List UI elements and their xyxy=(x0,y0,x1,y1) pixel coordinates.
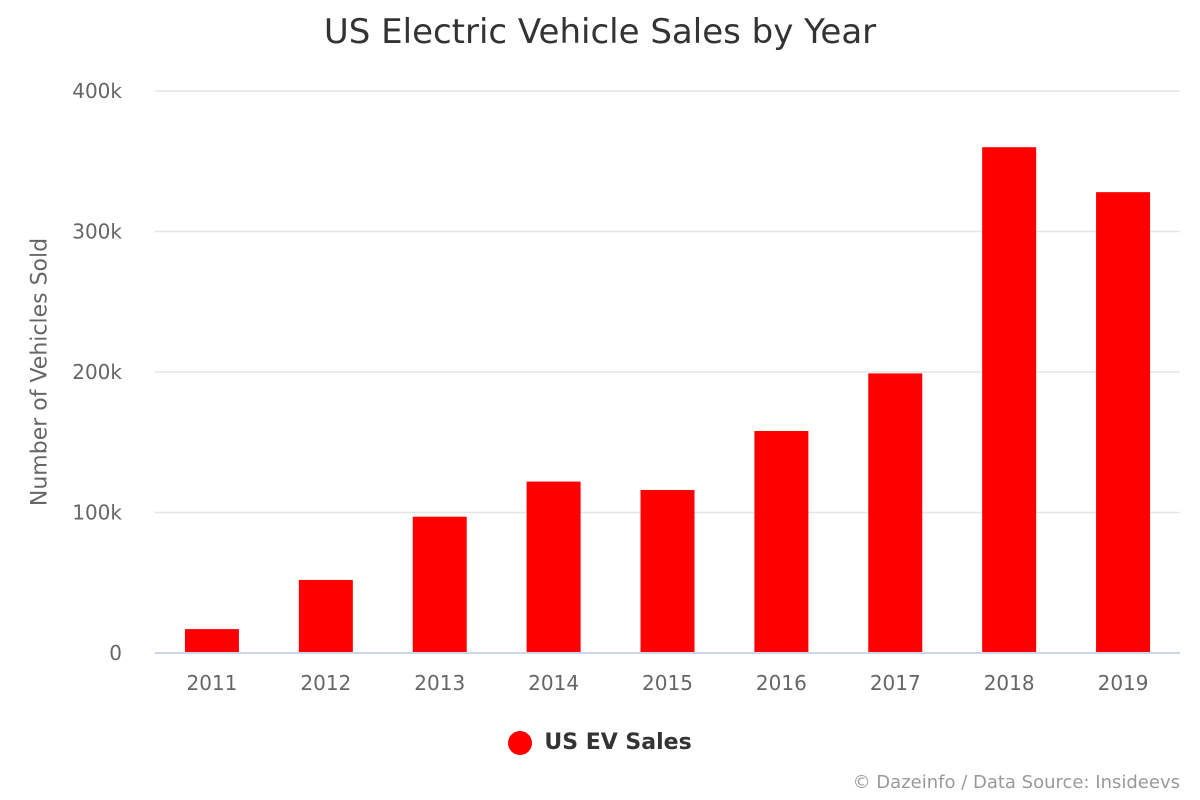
bar-2012 xyxy=(298,579,353,653)
legend-marker xyxy=(508,730,533,755)
legend: US EV Sales xyxy=(0,730,1200,755)
chart-title: US Electric Vehicle Sales by Year xyxy=(323,12,877,52)
x-tick-label: 2016 xyxy=(756,671,807,695)
bar-2019 xyxy=(1096,192,1151,653)
legend-label[interactable]: US EV Sales xyxy=(544,730,692,755)
x-tick-label: 2013 xyxy=(414,671,465,695)
bar-2017 xyxy=(868,373,923,653)
x-tick-label: 2015 xyxy=(642,671,693,695)
bar-2013 xyxy=(412,516,467,653)
credit-text: © Dazeinfo / Data Source: Insideevs xyxy=(852,772,1180,793)
x-tick-label: 2018 xyxy=(984,671,1035,695)
bar-2011 xyxy=(184,629,239,653)
x-tick-label: 2012 xyxy=(300,671,351,695)
y-tick-label: 200k xyxy=(72,360,122,384)
x-tick-label: 2011 xyxy=(186,671,237,695)
x-tick-label: 2017 xyxy=(870,671,921,695)
bar-2016 xyxy=(754,431,809,653)
x-tick-label: 2014 xyxy=(528,671,579,695)
bar-2014 xyxy=(526,481,581,653)
y-tick-label: 400k xyxy=(72,79,122,103)
bar-2015 xyxy=(640,490,695,653)
y-tick-label: 0 xyxy=(109,641,122,665)
bar-2018 xyxy=(982,147,1037,653)
x-tick-label: 2019 xyxy=(1098,671,1149,695)
y-tick-label: 300k xyxy=(72,220,122,244)
y-tick-label: 100k xyxy=(72,501,122,525)
